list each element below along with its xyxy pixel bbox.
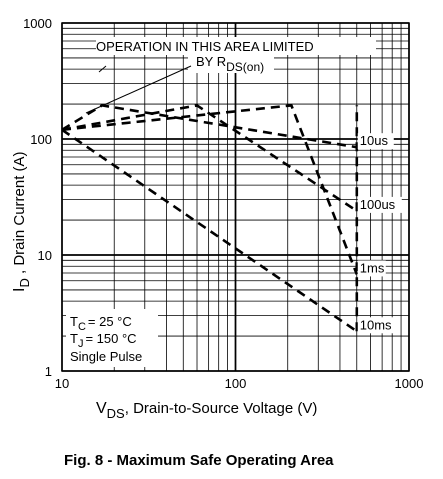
series-label: 100us (360, 197, 396, 212)
annotation-line-1: OPERATION IN THIS AREA LIMITED (96, 39, 314, 54)
y-axis-title: ID , Drain Current (A) (11, 151, 32, 292)
series-line (61, 104, 358, 149)
series-line (61, 104, 359, 275)
x-tick-label: 100 (225, 376, 247, 391)
grid (61, 22, 410, 372)
annotation-line-2: BY RDS(on) (196, 54, 264, 74)
conditions-background (66, 309, 158, 367)
series-label-background (357, 196, 402, 213)
annotation-background (96, 37, 376, 55)
series-label-background (357, 317, 394, 334)
annotation-background-2 (188, 55, 274, 73)
x-axis-title: VDS, Drain-to-Source Voltage (V) (96, 400, 317, 421)
x-tick-label: 1000 (395, 376, 424, 391)
y-tick-label: 10 (38, 248, 52, 263)
y-tick-label: 1 (45, 364, 52, 379)
series-label-background (357, 133, 394, 150)
series-label: 10us (360, 133, 389, 148)
condition-tj: TJ = 150 °C (70, 331, 137, 350)
series-label: 10ms (360, 317, 392, 332)
plot-frame (61, 22, 410, 372)
condition-tc: TC = 25 °C (70, 314, 132, 333)
y-tick-label: 1000 (23, 16, 52, 31)
series-line (61, 104, 358, 212)
series-label: 1ms (360, 260, 385, 275)
x-tick-label: 10 (55, 376, 69, 391)
series-labels: 10us 100us 1ms 10ms (357, 133, 402, 334)
annotation-leader-line (85, 65, 192, 114)
figure-caption: Fig. 8 - Maximum Safe Operating Area (64, 452, 334, 469)
condition-pulse: Single Pulse (70, 349, 142, 364)
series-label-background (357, 260, 386, 277)
y-tick-label: 100 (30, 132, 52, 147)
annotation-leader-stub (98, 65, 107, 73)
